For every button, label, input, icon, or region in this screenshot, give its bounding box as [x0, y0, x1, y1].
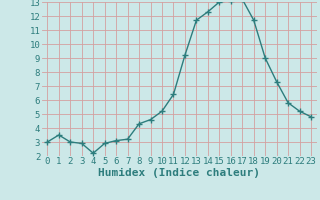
X-axis label: Humidex (Indice chaleur): Humidex (Indice chaleur) — [98, 168, 260, 178]
